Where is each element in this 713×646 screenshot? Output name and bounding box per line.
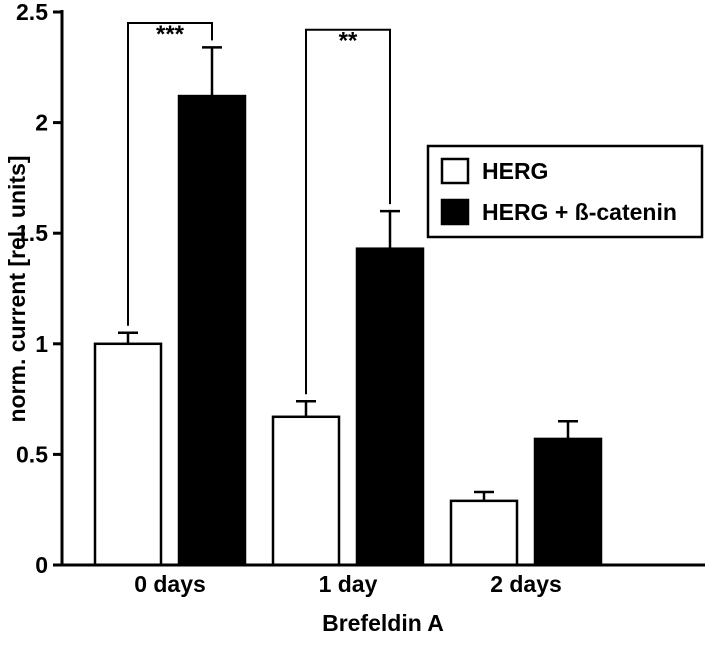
legend-swatch-herg [440,157,470,185]
y-tick-label: 1 [35,331,48,357]
significance-label-0-days: *** [156,21,185,48]
bar-herg-catenin-2-days [533,437,603,567]
bar-herg-0-days [93,342,163,567]
bar-herg-catenin-0-days [177,94,247,567]
significance-label-1-day: ** [339,28,358,55]
y-axis-label: norm. current [rel. units] [4,155,30,422]
x-tick-label-2-days: 2 days [490,571,562,597]
x-axis-label: Brefeldin A [322,610,444,636]
y-tick-label: 0.5 [16,441,48,467]
bar-herg-catenin-1-day [355,247,425,567]
x-tick-label-1-day: 1 day [319,571,378,597]
y-tick-label: 0 [35,552,48,578]
bar-herg-1-day [271,415,341,567]
legend-label-herg: HERG [482,158,548,184]
legend-swatch-herg-catenin [440,198,470,226]
y-tick-label: 2 [35,110,48,136]
y-tick-label: 2.5 [16,0,48,25]
significance-bracket-1-day [305,28,391,395]
legend-label-herg-catenin: HERG + ß-catenin [482,199,677,225]
bar-herg-2-days [449,499,519,567]
significance-bracket-0-days [127,22,213,326]
y-tick-label: 1.5 [16,220,48,246]
chart-layer: *** **00.511.522.50 days 1 day 2 daysHERGHE… [16,0,705,597]
legend-box [426,144,704,239]
x-tick-label-0-days: 0 days [134,571,206,597]
